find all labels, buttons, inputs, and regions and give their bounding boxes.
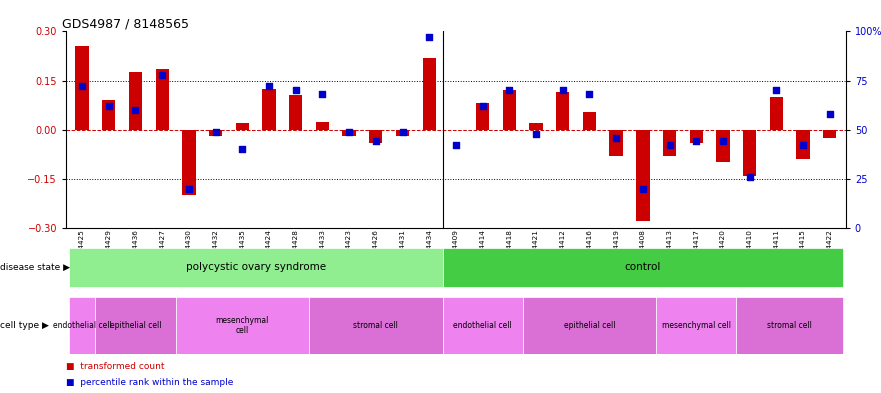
Point — [262, 83, 276, 90]
Point — [342, 129, 356, 135]
Point — [422, 34, 436, 40]
Bar — [263, 89, 276, 130]
Point — [636, 185, 650, 192]
Point — [476, 103, 490, 109]
Text: cell type ▶: cell type ▶ — [0, 321, 48, 330]
Bar — [95, 297, 175, 354]
Bar — [823, 130, 836, 138]
Point — [289, 87, 303, 94]
Bar — [716, 130, 729, 162]
Bar — [522, 297, 656, 354]
Point — [129, 107, 143, 113]
Point — [689, 138, 703, 145]
Bar — [476, 103, 489, 130]
Point — [769, 87, 783, 94]
Bar — [69, 297, 95, 354]
Text: ■  percentile rank within the sample: ■ percentile rank within the sample — [66, 378, 233, 387]
Bar — [156, 69, 169, 130]
Bar — [610, 130, 623, 156]
Point — [315, 91, 329, 97]
Point — [209, 129, 223, 135]
Point — [823, 111, 837, 117]
Bar — [315, 121, 329, 130]
Point — [448, 142, 463, 149]
Bar — [743, 130, 756, 176]
Bar — [656, 297, 737, 354]
Bar — [442, 297, 522, 354]
Bar — [235, 123, 249, 130]
Text: endothelial cell: endothelial cell — [453, 321, 512, 330]
Point — [582, 91, 596, 97]
Point — [75, 83, 89, 90]
Text: epithelial cell: epithelial cell — [110, 321, 161, 330]
Bar — [309, 297, 442, 354]
Bar — [556, 92, 569, 130]
Text: ■  transformed count: ■ transformed count — [66, 362, 165, 371]
Bar — [129, 72, 142, 130]
Point — [529, 130, 543, 137]
Bar — [503, 90, 516, 130]
Bar — [209, 130, 222, 136]
Bar — [582, 112, 596, 130]
Point — [155, 72, 169, 78]
Point — [609, 134, 623, 141]
Text: stromal cell: stromal cell — [767, 321, 812, 330]
Bar — [76, 46, 89, 130]
Bar — [369, 130, 382, 143]
Point — [663, 142, 677, 149]
Bar — [529, 123, 543, 130]
Text: control: control — [625, 262, 661, 272]
Text: disease state ▶: disease state ▶ — [0, 263, 70, 272]
Text: epithelial cell: epithelial cell — [564, 321, 615, 330]
Bar — [423, 58, 436, 130]
Bar — [690, 130, 703, 143]
Bar — [663, 130, 677, 156]
Point — [369, 138, 383, 145]
Bar — [796, 130, 810, 159]
Text: GDS4987 / 8148565: GDS4987 / 8148565 — [63, 17, 189, 30]
Bar — [442, 248, 843, 287]
Bar — [102, 100, 115, 130]
Point — [235, 146, 249, 152]
Point — [556, 87, 570, 94]
Text: mesenchymal cell: mesenchymal cell — [662, 321, 730, 330]
Bar — [69, 248, 442, 287]
Bar — [182, 130, 196, 195]
Text: stromal cell: stromal cell — [353, 321, 398, 330]
Bar — [636, 130, 649, 221]
Bar — [175, 297, 309, 354]
Point — [101, 103, 115, 109]
Bar — [396, 130, 409, 136]
Point — [502, 87, 516, 94]
Bar — [770, 97, 783, 130]
Text: endothelial cell: endothelial cell — [53, 321, 112, 330]
Text: polycystic ovary syndrome: polycystic ovary syndrome — [186, 262, 326, 272]
Bar — [289, 95, 302, 130]
Point — [796, 142, 811, 149]
Point — [396, 129, 410, 135]
Point — [181, 185, 196, 192]
Bar — [737, 297, 843, 354]
Point — [716, 138, 730, 145]
Text: mesenchymal
cell: mesenchymal cell — [216, 316, 269, 335]
Bar — [343, 130, 356, 136]
Point — [743, 174, 757, 180]
